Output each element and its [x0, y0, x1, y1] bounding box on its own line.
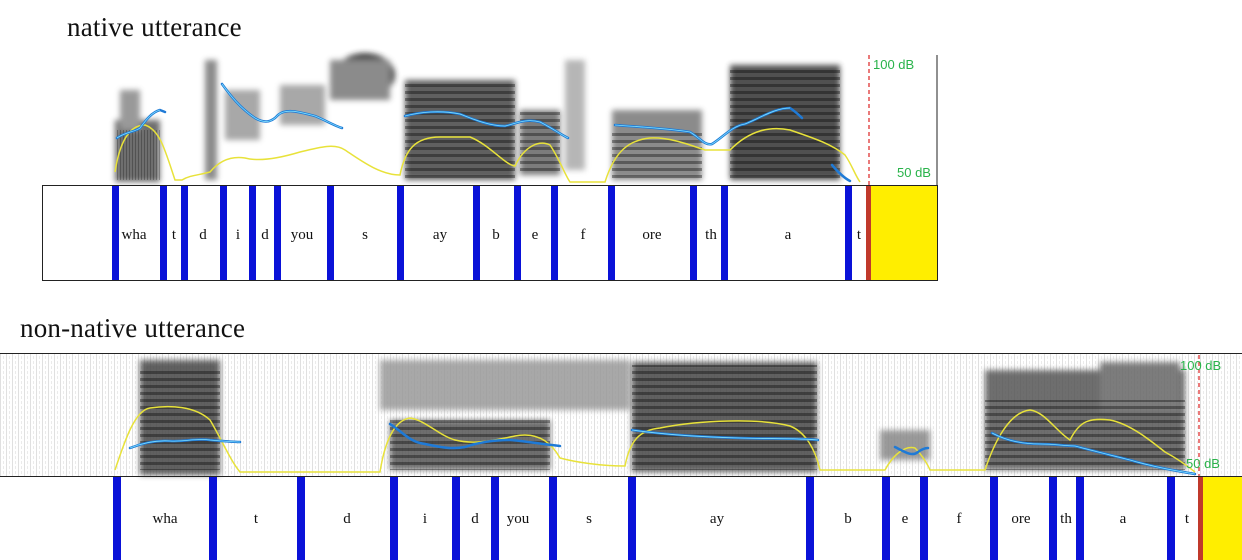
native-seg-label: b — [492, 227, 500, 243]
nonnative-boundary[interactable] — [209, 477, 217, 560]
nonnative-seg-label: th — [1060, 511, 1072, 527]
native-seg-label: t — [172, 227, 177, 243]
nonnative-seg-label: d — [471, 511, 479, 527]
native-boundary[interactable] — [327, 186, 334, 280]
nonnative-boundary[interactable] — [113, 477, 121, 560]
native-seg-label: wha — [122, 227, 147, 243]
native-seg-label: you — [291, 227, 314, 243]
nonnative-seg-label: s — [586, 511, 592, 527]
native-seg-label: ore — [642, 227, 661, 243]
native-db-bottom: 50 dB — [897, 165, 931, 180]
native-title: native utterance — [67, 12, 242, 42]
nonnative-seg-label: b — [844, 511, 852, 527]
native-seg-label: s — [362, 227, 368, 243]
nonnative-seg-label: d — [343, 511, 351, 527]
nonnative-boundary[interactable] — [806, 477, 814, 560]
nonnative-seg-label: a — [1120, 511, 1127, 527]
nonnative-seg-label: i — [423, 511, 427, 527]
native-seg-label: d — [199, 227, 207, 243]
nonnative-boundary[interactable] — [390, 477, 398, 560]
nonnative-boundary[interactable] — [1049, 477, 1057, 560]
nonnative-seg-label: ay — [710, 511, 725, 527]
nonnative-boundary[interactable] — [882, 477, 890, 560]
native-seg-label: f — [581, 227, 586, 243]
nonnative-db-top: 100 dB — [1180, 358, 1221, 373]
native-seg-label: i — [236, 227, 240, 243]
nonnative-end-marker — [1198, 477, 1203, 560]
nonnative-boundary[interactable] — [1167, 477, 1175, 560]
nonnative-seg-label: wha — [153, 511, 178, 527]
native-seg-label: ay — [433, 227, 448, 243]
nonnative-seg-label: f — [957, 511, 962, 527]
native-seg-label: e — [532, 227, 539, 243]
native-boundary[interactable] — [608, 186, 615, 280]
native-spectrogram: 100 dB 50 dB — [114, 53, 938, 186]
native-panel: 100 dB 50 dB — [42, 53, 938, 281]
nonnative-seg-label: ore — [1011, 511, 1030, 527]
native-boundary[interactable] — [160, 186, 167, 280]
native-boundary[interactable] — [845, 186, 852, 280]
native-seg-label: a — [785, 227, 792, 243]
native-seg-label: t — [857, 227, 862, 243]
nonnative-boundary[interactable] — [452, 477, 460, 560]
nonnative-seg-label: e — [902, 511, 909, 527]
nonnative-boundary[interactable] — [297, 477, 305, 560]
nonnative-spectrogram: 100 dB 50 dB — [0, 353, 1242, 476]
nonnative-segment-tier: wha t d i d you s ay b e f ore th a t — [0, 476, 1242, 560]
nonnative-db-bottom: 50 dB — [1186, 456, 1220, 471]
nonnative-boundary[interactable] — [1076, 477, 1084, 560]
nonnative-boundary[interactable] — [920, 477, 928, 560]
native-seg-label: th — [705, 227, 717, 243]
nonnative-title: non-native utterance — [20, 313, 246, 343]
nonnative-boundary[interactable] — [628, 477, 636, 560]
native-boundary[interactable] — [274, 186, 281, 280]
native-boundary[interactable] — [397, 186, 404, 280]
native-boundary[interactable] — [551, 186, 558, 280]
native-boundary[interactable] — [690, 186, 697, 280]
native-boundary[interactable] — [721, 186, 728, 280]
nonnative-seg-label: you — [507, 511, 530, 527]
native-boundary[interactable] — [112, 186, 119, 280]
native-end-marker — [866, 186, 871, 280]
native-boundary[interactable] — [181, 186, 188, 280]
native-boundary[interactable] — [473, 186, 480, 280]
native-boundary[interactable] — [249, 186, 256, 280]
native-db-top: 100 dB — [873, 57, 914, 72]
native-boundary[interactable] — [514, 186, 521, 280]
nonnative-seg-label: t — [254, 511, 259, 527]
native-seg-label: d — [261, 227, 269, 243]
nonnative-boundary[interactable] — [990, 477, 998, 560]
nonnative-seg-label: t — [1185, 511, 1190, 527]
native-segment-tier: wha t d i d you s ay b e f ore th a t — [42, 185, 938, 281]
nonnative-boundary[interactable] — [491, 477, 499, 560]
native-boundary[interactable] — [220, 186, 227, 280]
nonnative-boundary[interactable] — [549, 477, 557, 560]
